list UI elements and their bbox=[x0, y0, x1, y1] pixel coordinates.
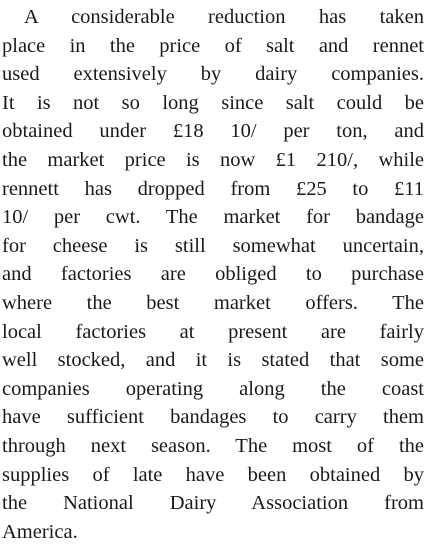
text-line: rennett has dropped from £25 to £11 bbox=[2, 177, 424, 200]
text-line: It is not so long since salt could be bbox=[2, 91, 424, 114]
text-line: the National Dairy Association from bbox=[2, 492, 424, 515]
text-line: for cheese is still somewhat uncertain, bbox=[2, 234, 424, 257]
text-line: well stocked, and it is stated that some bbox=[2, 349, 424, 372]
text-line: 10/ per cwt. The market for bandage bbox=[2, 206, 424, 229]
text-line: have sufficient bandages to carry them bbox=[2, 406, 424, 429]
text-line: obtained under £18 10/ per ton, and bbox=[2, 120, 424, 143]
text-line: and factories are obliged to purchase bbox=[2, 263, 424, 286]
text-line: used extensively by dairy companies. bbox=[2, 63, 424, 86]
text-line: place in the price of salt and rennet bbox=[2, 34, 424, 57]
text-line: through next season. The most of the bbox=[2, 434, 424, 457]
text-line: companies operating along the coast bbox=[2, 377, 424, 400]
text-line: America. bbox=[2, 520, 78, 543]
text-line: A considerable reduction has taken bbox=[24, 6, 424, 28]
text-line: the market price is now £1 210/, while bbox=[2, 148, 424, 171]
text-line: local factories at present are fairly bbox=[2, 320, 424, 343]
text-line: where the best market offers. The bbox=[2, 291, 424, 314]
text-line: supplies of late have been obtained by bbox=[2, 463, 424, 486]
